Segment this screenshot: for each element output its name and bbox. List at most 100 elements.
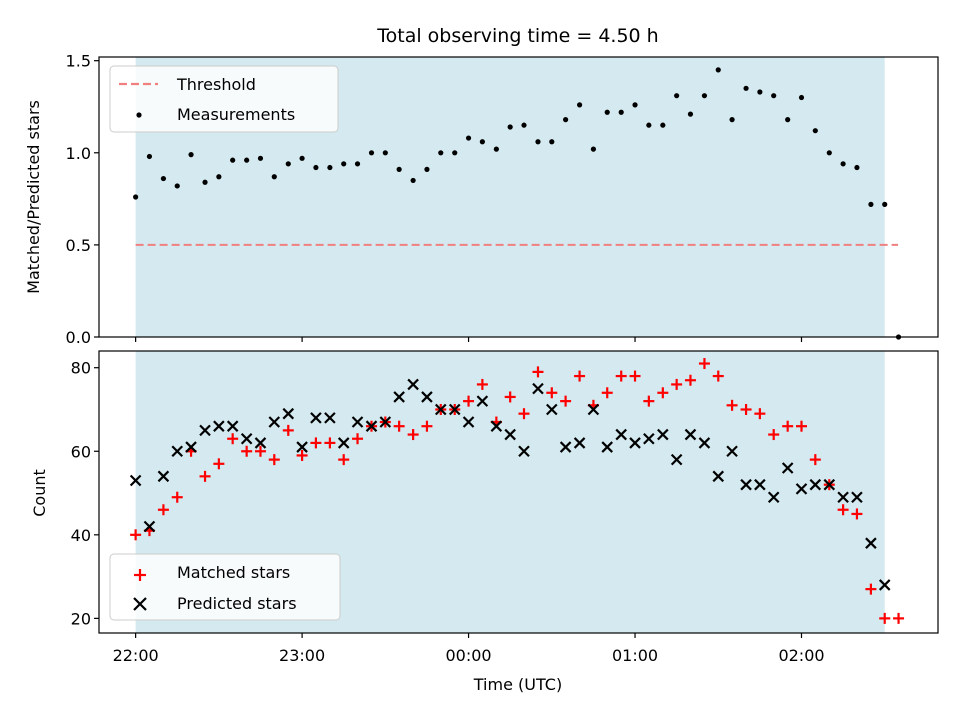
predicted-star-point: [296, 441, 308, 453]
measurement-point: [465, 135, 472, 141]
matched-star-point: [754, 408, 766, 420]
count-y-axis: 20 40 60 80: [71, 359, 99, 628]
predicted-star-point: [795, 483, 808, 495]
x-tick-label: 23:00: [279, 646, 325, 665]
predicted-star-point: [587, 403, 600, 416]
y-tick-label: 40: [71, 526, 91, 545]
predicted-star-point: [185, 441, 197, 453]
measurement-point: [133, 194, 139, 200]
measurement-point: [882, 201, 888, 207]
matched-star-point: [657, 387, 669, 399]
measurement-point: [687, 111, 694, 117]
matched-star-point: [476, 378, 488, 390]
predicted-star-point: [754, 478, 766, 491]
measurement-point: [521, 122, 527, 128]
threshold-legend-label: Threshold: [176, 75, 256, 94]
matched-star-point: [740, 403, 752, 415]
chart-title: Total observing time = 4.50 h: [376, 25, 658, 47]
predicted-star-point: [490, 420, 503, 432]
measurement-point: [244, 157, 250, 163]
predicted-star-point: [337, 437, 350, 449]
measurement-point: [493, 146, 499, 152]
matched-star-point: [629, 370, 641, 382]
y-tick-label: 0.5: [66, 236, 91, 255]
measurement-point: [632, 102, 638, 108]
matched-star-point: [795, 420, 807, 432]
predicted-star-point: [712, 470, 725, 483]
measurement-point: [535, 139, 541, 145]
predicted-star-point: [407, 378, 419, 391]
matched-star-point: [463, 395, 475, 407]
measurement-point: [368, 150, 375, 156]
matched-star-point: [199, 470, 211, 482]
matched-star-point: [768, 429, 780, 441]
measurement-point: [479, 139, 485, 145]
measurement-point: [771, 93, 777, 99]
measurement-point: [868, 201, 874, 207]
predicted-star-point: [226, 420, 239, 432]
measurement-point: [743, 85, 749, 91]
measurement-point: [438, 150, 444, 156]
measurement-point: [354, 161, 361, 167]
matched-star-point: [601, 387, 613, 399]
predicted-star-point: [171, 445, 184, 458]
measurement-point: [160, 175, 167, 182]
matched-star-point: [171, 491, 183, 503]
measurement-point: [674, 93, 680, 99]
matched-star-point: [865, 583, 877, 595]
matched-star-point: [254, 445, 266, 457]
matched-star-point: [338, 454, 350, 466]
y-tick-label: 1.5: [66, 52, 91, 71]
x-axis-label: Time (UTC): [473, 675, 562, 694]
predicted-star-point: [324, 412, 336, 424]
matched-star-point: [268, 454, 280, 466]
matched-star-point: [407, 429, 419, 441]
matched-star-point: [296, 449, 308, 461]
measurement-point: [826, 150, 832, 156]
x-tick-label: 02:00: [778, 646, 824, 665]
measurement-point: [285, 161, 291, 167]
predicted-star-point: [837, 491, 849, 504]
predicted-star-point: [532, 382, 544, 395]
measurement-point: [604, 109, 610, 115]
measurement-point: [174, 183, 180, 189]
ratio-marks: [133, 67, 902, 340]
predicted-stars-legend-swatch: [133, 597, 147, 611]
matched-star-point: [615, 370, 627, 382]
count-legend-box: [109, 553, 341, 621]
matched-star-point: [837, 504, 849, 516]
measurement-point: [452, 150, 458, 156]
y-tick-label: 20: [71, 609, 91, 628]
predicted-star-point: [865, 537, 877, 549]
matched-star-point: [241, 445, 253, 457]
x-tick-label: 00:00: [446, 646, 492, 665]
predicted-star-point: [643, 432, 655, 445]
predicted-star-point: [448, 403, 461, 416]
predicted-star-point: [365, 420, 378, 432]
predicted-star-point: [476, 395, 489, 407]
measurement-point: [507, 124, 513, 130]
predicted-star-point: [781, 462, 794, 474]
predicted-stars-legend-label: Predicted stars: [177, 594, 297, 613]
measurement-point: [590, 146, 597, 152]
measurement-point: [396, 166, 402, 172]
predicted-star-point: [254, 437, 267, 449]
measurement-point: [618, 109, 624, 115]
measurement-point: [299, 155, 305, 161]
matched-star-point: [130, 529, 142, 541]
matched-star-point: [518, 408, 530, 420]
predicted-star-point: [851, 491, 863, 504]
matched-star-point: [893, 612, 905, 624]
count-panel: 20 40 60 80 22:00 23:00 00:00 01:00 02:00 Count…: [30, 350, 939, 694]
matched-star-point: [504, 391, 516, 403]
y-tick-label: 60: [71, 442, 91, 461]
predicted-star-point: [351, 416, 364, 428]
matched-star-point: [782, 420, 794, 432]
predicted-star-point: [670, 453, 683, 466]
predicted-star-point: [462, 416, 475, 428]
predicted-star-point: [823, 478, 836, 491]
predicted-star-point: [143, 520, 156, 533]
matched-star-point: [684, 374, 696, 386]
predicted-star-point: [573, 437, 586, 449]
predicted-star-point: [310, 412, 322, 424]
